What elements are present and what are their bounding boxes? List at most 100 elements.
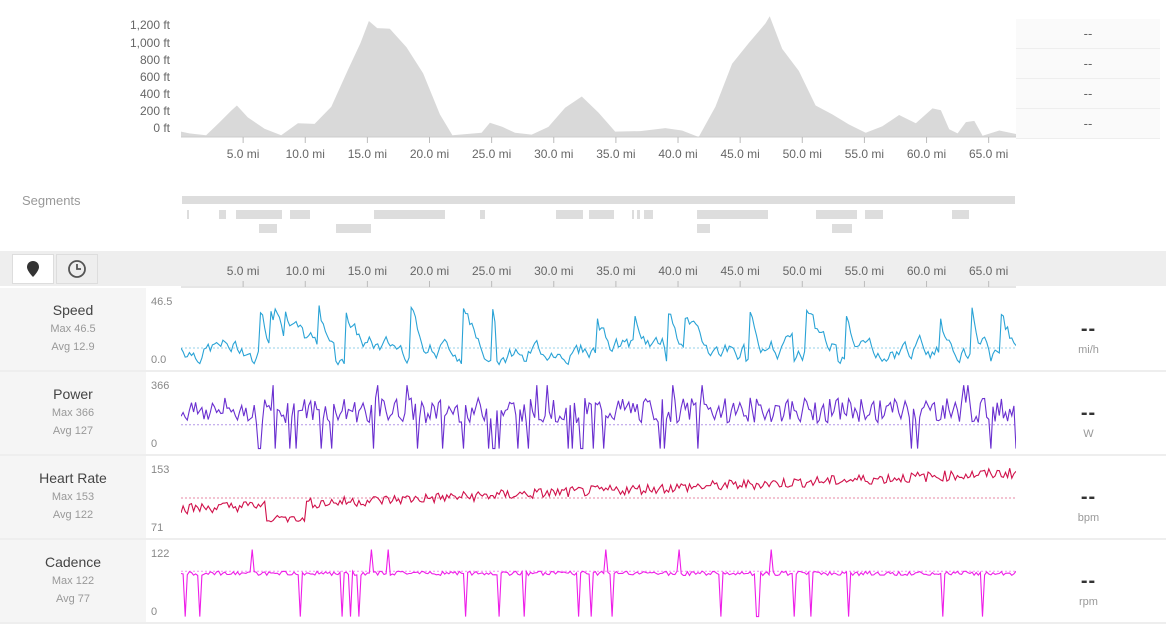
elevation-y-label: 1,000 ft xyxy=(129,36,170,50)
metric-name: Cadence xyxy=(44,554,102,570)
segment-bar[interactable] xyxy=(832,224,852,233)
segment-bar[interactable] xyxy=(374,210,445,219)
segment-bar[interactable] xyxy=(697,210,768,219)
series-line xyxy=(181,305,1016,366)
y-axis-min: 0.0 xyxy=(151,354,167,366)
metric-value: -- xyxy=(1080,570,1097,592)
segment-bar[interactable] xyxy=(589,210,614,219)
time-mode-button[interactable] xyxy=(56,254,98,284)
elevation-y-label: 1,200 ft xyxy=(129,18,170,32)
row-divider xyxy=(0,622,1166,624)
x-axis-label: 5.0 mi xyxy=(226,264,260,278)
metric-chart-power[interactable] xyxy=(181,372,1016,454)
distance-mode-button[interactable] xyxy=(12,254,54,284)
map-pin-icon xyxy=(27,261,39,277)
y-axis-max: 46.5 xyxy=(151,296,173,308)
elevation-y-label: 400 ft xyxy=(139,87,170,101)
metric-chart-heart-rate[interactable] xyxy=(181,456,1016,538)
metric-max: Max 46.5 xyxy=(50,323,96,335)
row-divider xyxy=(0,370,1166,372)
metric-current-value: -- bpm xyxy=(1017,456,1160,538)
metric-name: Speed xyxy=(52,302,94,318)
x-axis-label: 25.0 mi xyxy=(471,147,512,161)
metric-unit: W xyxy=(1083,428,1094,440)
x-axis-label: 55.0 mi xyxy=(844,264,885,278)
metric-avg: Avg 12.9 xyxy=(51,341,95,353)
y-axis-min: 0 xyxy=(151,606,158,618)
y-axis-max: 366 xyxy=(151,380,170,392)
metric-current-value: -- mi/h xyxy=(1017,288,1160,370)
segment-bar[interactable] xyxy=(187,210,189,219)
y-axis-min: 71 xyxy=(151,522,164,534)
series-line xyxy=(181,467,1016,524)
segment-bar[interactable] xyxy=(182,196,1015,204)
segment-bar[interactable] xyxy=(865,210,883,219)
elevation-y-label: 800 ft xyxy=(139,53,170,67)
segment-bar[interactable] xyxy=(952,210,969,219)
segment-bar[interactable] xyxy=(816,210,857,219)
y-axis-max: 153 xyxy=(151,464,170,476)
x-axis-label: 50.0 mi xyxy=(782,147,822,161)
metric-unit: rpm xyxy=(1079,596,1098,608)
metric-unit: bpm xyxy=(1077,512,1100,524)
elevation-y-label: 600 ft xyxy=(139,70,170,84)
y-axis-max: 122 xyxy=(151,548,170,560)
segment-bar[interactable] xyxy=(336,224,371,233)
metric-label-heart-rate: Heart Rate Max 153 Avg 122 xyxy=(0,456,146,538)
segment-bar[interactable] xyxy=(632,210,634,219)
x-axis-label: 60.0 mi xyxy=(906,264,947,278)
metric-avg: Avg 77 xyxy=(55,593,91,605)
segment-bar[interactable] xyxy=(219,210,226,219)
metric-current-value: -- rpm xyxy=(1017,540,1160,622)
metric-max: Max 153 xyxy=(51,491,95,503)
metric-name: Heart Rate xyxy=(39,470,107,486)
row-divider xyxy=(0,538,1166,540)
x-axis-label: 10.0 mi xyxy=(285,147,325,161)
x-axis-label: 20.0 mi xyxy=(409,264,450,278)
metric-max: Max 122 xyxy=(51,575,95,587)
metric-chart-speed[interactable] xyxy=(181,288,1016,370)
segments-label: Segments xyxy=(22,193,81,208)
chart-toolbar xyxy=(0,251,1166,286)
segment-bar[interactable] xyxy=(480,210,485,219)
metric-avg: Avg 122 xyxy=(52,509,94,521)
elevation-side-value: -- xyxy=(1016,79,1160,109)
x-axis-label: 55.0 mi xyxy=(844,147,885,161)
segment-bar[interactable] xyxy=(290,210,310,219)
x-axis-label: 65.0 mi xyxy=(968,147,1009,161)
x-axis-label: 25.0 mi xyxy=(471,264,512,278)
metric-label-speed: Speed Max 46.5 Avg 12.9 xyxy=(0,288,146,370)
x-axis-label: 50.0 mi xyxy=(782,264,822,278)
series-line xyxy=(181,549,1016,618)
x-axis-label: 40.0 mi xyxy=(658,264,698,278)
x-axis-label: 45.0 mi xyxy=(720,264,760,278)
segment-bar[interactable] xyxy=(637,210,640,219)
y-axis-min: 0 xyxy=(151,438,158,450)
x-axis-label: 15.0 mi xyxy=(347,147,388,161)
elevation-side-value: -- xyxy=(1016,49,1160,79)
segment-bar[interactable] xyxy=(236,210,282,219)
x-axis-label: 15.0 mi xyxy=(347,264,388,278)
metric-unit: mi/h xyxy=(1078,344,1099,356)
segment-bar[interactable] xyxy=(556,210,583,219)
x-axis-label: 35.0 mi xyxy=(596,147,636,161)
metric-current-value: -- W xyxy=(1017,372,1160,454)
x-axis-label: 65.0 mi xyxy=(968,264,1009,278)
metric-value: -- xyxy=(1080,402,1097,424)
metric-label-cadence: Cadence Max 122 Avg 77 xyxy=(0,540,146,622)
metric-name: Power xyxy=(53,386,93,402)
x-axis-label: 40.0 mi xyxy=(658,147,698,161)
elevation-plot[interactable] xyxy=(0,0,1166,170)
clock-icon xyxy=(68,260,86,278)
toolbar-axis xyxy=(181,281,1016,288)
x-axis-label: 60.0 mi xyxy=(906,147,947,161)
segment-bar[interactable] xyxy=(697,224,710,233)
metric-chart-cadence[interactable] xyxy=(181,540,1016,622)
metric-max: Max 366 xyxy=(51,407,95,419)
elevation-area xyxy=(181,16,1016,138)
x-axis-label: 35.0 mi xyxy=(596,264,636,278)
elevation-y-label: 200 ft xyxy=(139,104,170,118)
x-axis-label: 45.0 mi xyxy=(720,147,760,161)
segment-bar[interactable] xyxy=(259,224,277,233)
segment-bar[interactable] xyxy=(644,210,653,219)
